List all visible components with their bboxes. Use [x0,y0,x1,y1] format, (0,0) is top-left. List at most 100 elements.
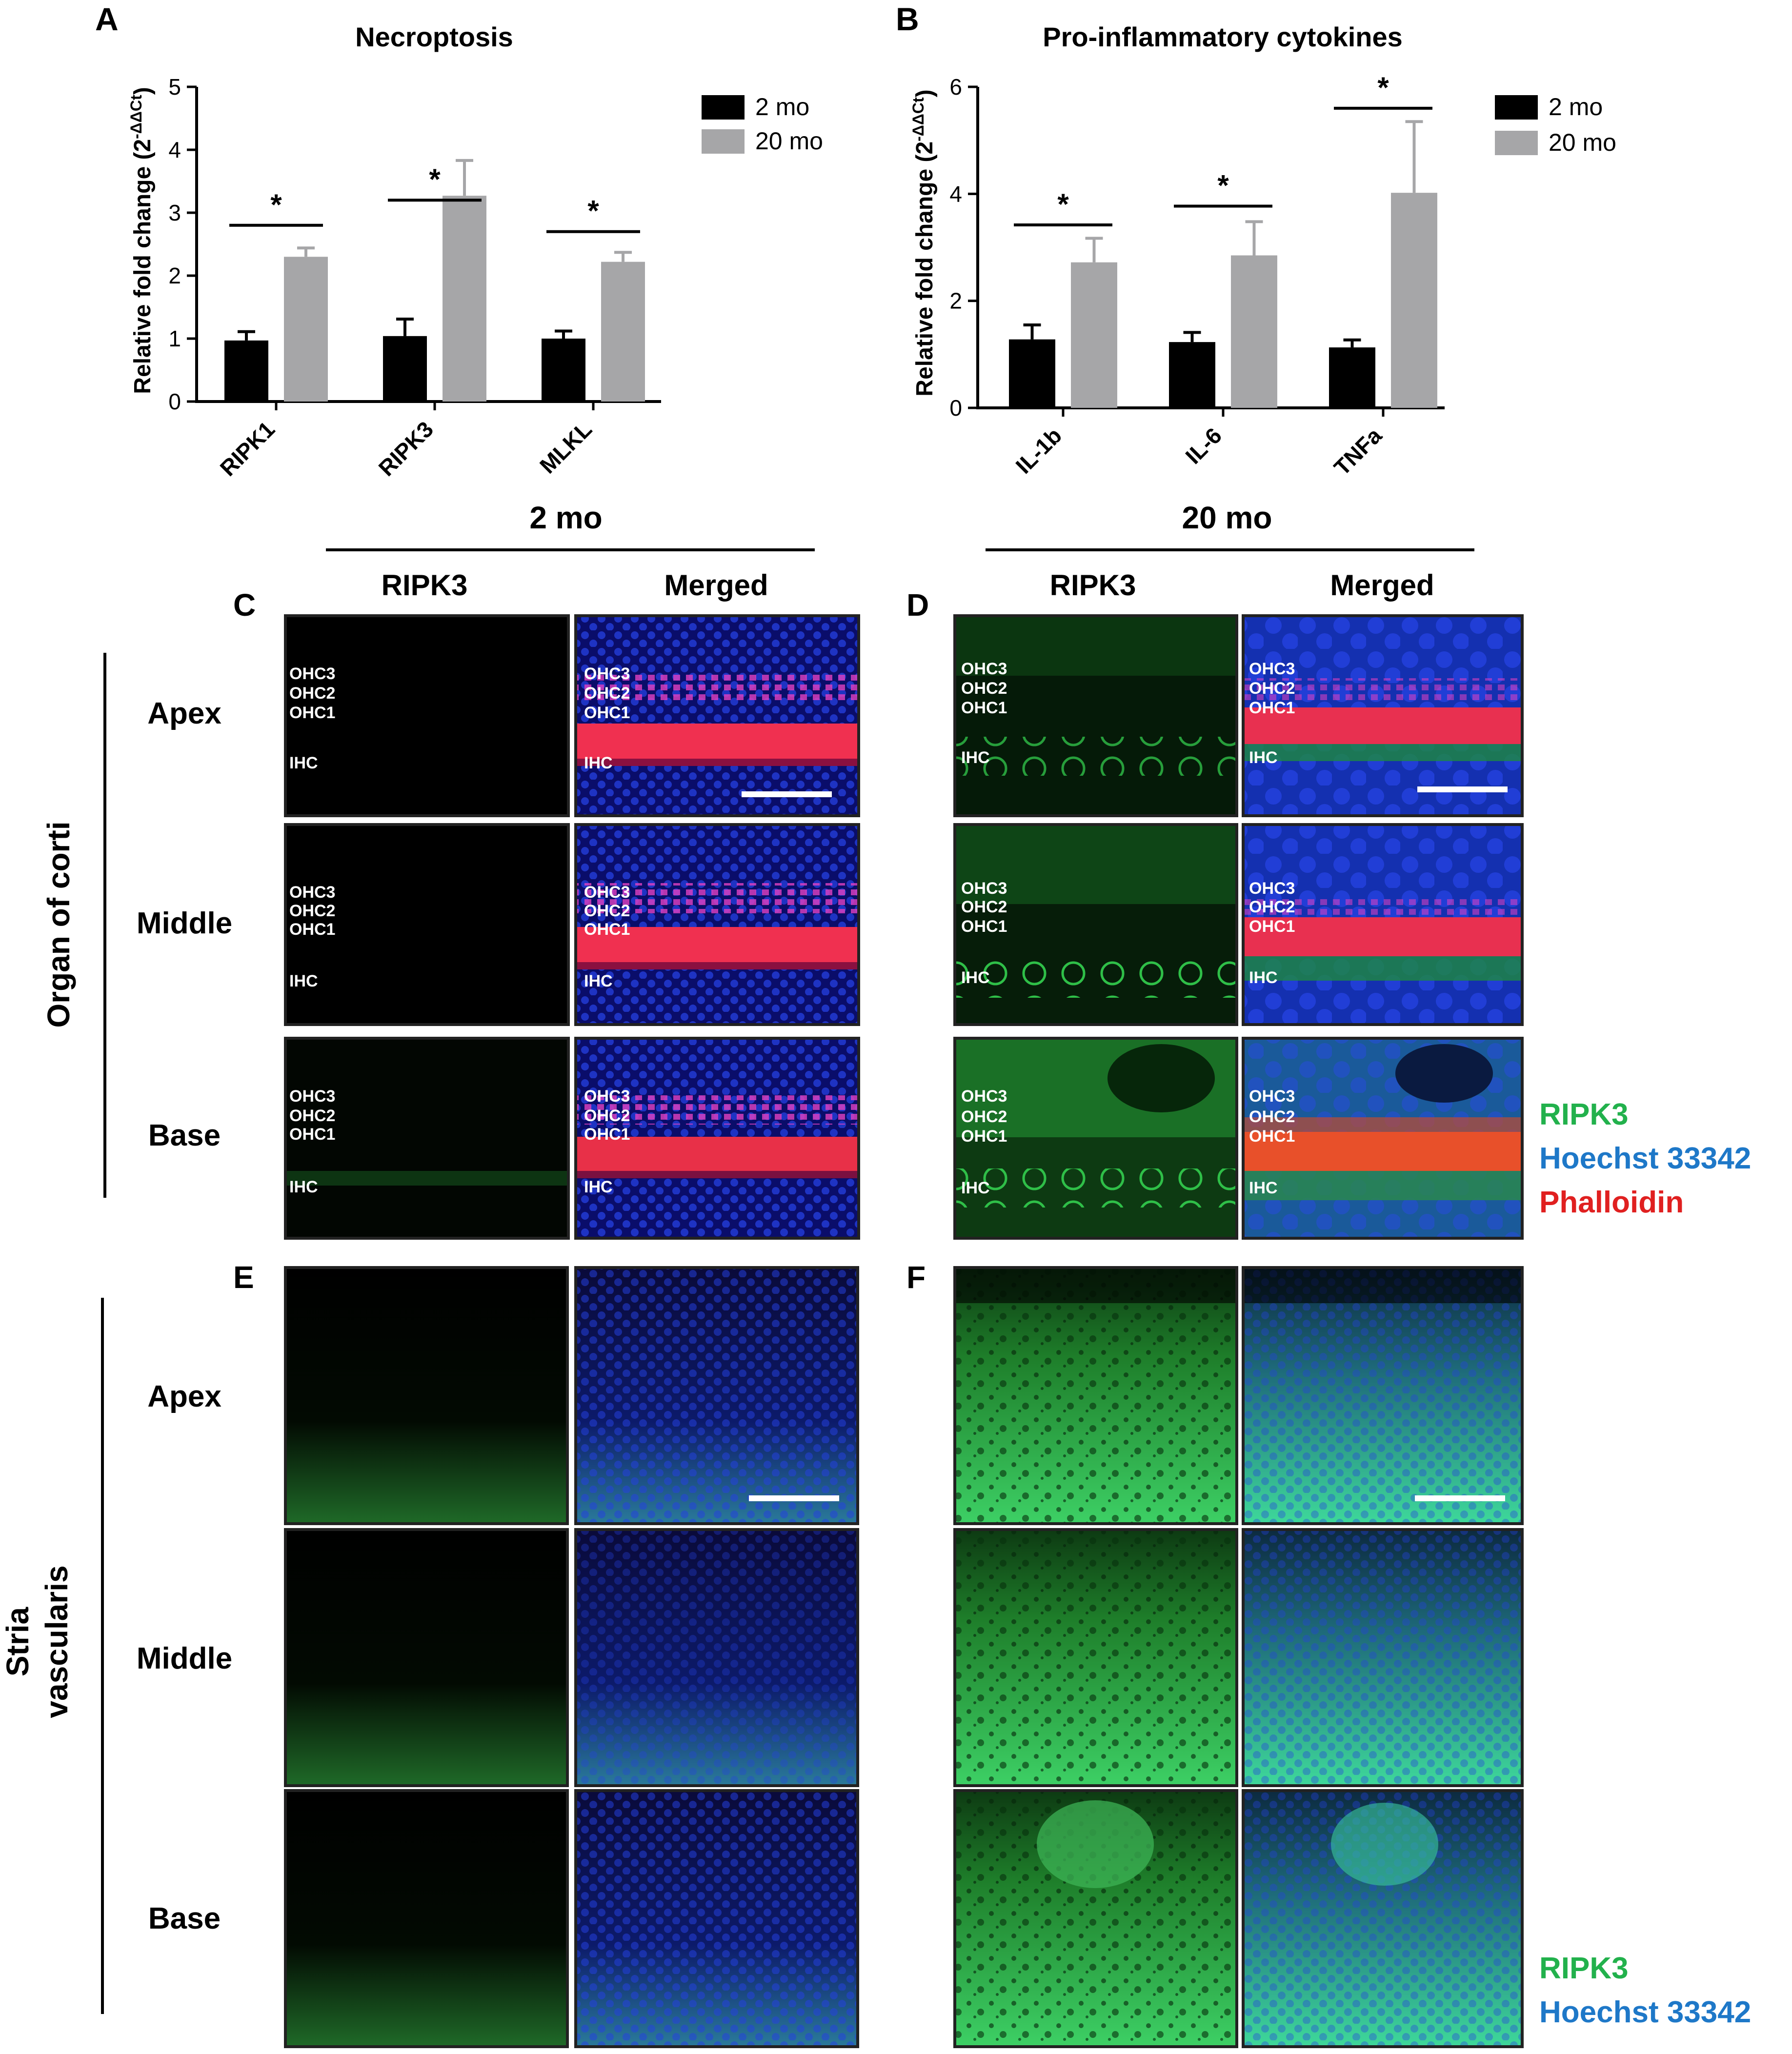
microscopy-figure: 2 mo 20 mo RIPK3 Merged RIPK3 Merged C D… [0,500,1751,2048]
bar [284,257,328,402]
cell-label-ohc2: OHC2 [289,1107,335,1125]
row-label-apex: Apex [147,697,221,730]
panel-letter-c: C [233,587,256,623]
panel-letter-b: B [896,1,919,37]
legend-swatch-2mo [702,95,745,120]
chart-title: Necroptosis [355,21,513,52]
micrograph-20mo-ripk3-apex [953,614,1238,817]
cell-label-ohc1: OHC1 [1249,699,1295,717]
micrograph-20mo-merged-apex [1242,614,1524,817]
cell-label-ohc1: OHC1 [584,704,630,722]
cell-label-ohc2: OHC2 [584,902,630,920]
cell-labels: OHC3 OHC2 OHC1 IHC OHC3 OHC2 OHC1 IHC OH… [289,660,1295,1197]
row-label-base: Base [148,1902,221,1935]
x-tick-label: IL-1b [1011,423,1067,478]
cell-label-ihc: IHC [584,1178,613,1196]
panel-letter-f: F [906,1260,926,1295]
legend-label-20mo: 20 mo [755,127,823,155]
bar [1009,339,1055,408]
cell-label-ohc1: OHC1 [961,1127,1007,1146]
bars: * * * [1009,71,1437,408]
micrograph-2mo-stria-merged-middle [574,1528,859,1787]
legend-ripk3: RIPK3 [1539,1098,1629,1131]
scale-bar [1415,1495,1505,1501]
micrograph-20mo-ripk3-middle [953,823,1238,1026]
cell-label-ihc: IHC [961,748,990,767]
cell-label-ohc2: OHC2 [1249,679,1295,698]
cell-label-ihc: IHC [1249,1179,1278,1197]
cell-label-ihc: IHC [584,754,613,772]
row-label-middle: Middle [137,906,232,940]
micrograph-20mo-ripk3-base [953,1037,1238,1240]
chart-a: A Necroptosis Relative fold change (2-ΔΔ… [95,1,823,481]
cell-label-ohc2: OHC2 [1249,898,1295,916]
micrograph-2mo-merged-apex [574,614,860,817]
legend-label-2mo: 2 mo [1549,93,1603,121]
legend-swatch-2mo [1495,95,1538,120]
y-axis-label: Relative fold change (2-ΔΔCt) [127,87,156,394]
bar [443,196,486,402]
row-label-apex: Apex [147,1380,221,1413]
y-tick-label: 6 [949,74,962,100]
micrograph-2mo-merged-base [574,1037,860,1240]
legend-hoechst: Hoechst 33342 [1539,1142,1751,1175]
bar [542,339,585,402]
significance-marker: * [587,195,599,227]
cell-label-ohc1: OHC1 [584,920,630,939]
cell-label-ihc: IHC [961,1179,990,1197]
section-label-stria: Stria [0,1607,35,1676]
cell-label-ohc3: OHC3 [961,1087,1007,1106]
micrograph-2mo-ripk3-apex [284,614,570,817]
cell-label-ohc3: OHC3 [1249,660,1295,678]
y-tick-label: 1 [168,326,181,351]
micrograph-2mo-stria-ripk3-middle [284,1528,569,1787]
micrograph-2mo-stria-merged-base [574,1789,859,2048]
row-label-base: Base [148,1119,221,1152]
cell-label-ohc3: OHC3 [1249,879,1295,898]
group-label-2mo: 2 mo [529,500,602,535]
bar [1169,342,1215,408]
legend-label-2mo: 2 mo [755,93,809,121]
y-tick-label: 3 [168,200,181,225]
micrograph-20mo-stria-ripk3-base [953,1789,1238,2048]
micrograph-20mo-stria-ripk3-apex [953,1266,1238,1525]
x-tick-label: RIPK3 [373,416,438,481]
cell-label-ihc: IHC [584,972,613,990]
bar [224,340,268,402]
x-tick-label: RIPK1 [215,416,280,481]
row-label-middle: Middle [137,1642,232,1675]
significance-marker: * [1217,169,1229,202]
y-axis-label: Relative fold change (2-ΔΔCt) [909,89,938,396]
micrograph-2mo-stria-merged-apex [574,1266,859,1525]
significance-marker: * [270,188,282,221]
significance-marker: * [1377,71,1389,104]
bar [383,336,427,402]
panel-letter-d: D [906,587,929,623]
legend-ripk3: RIPK3 [1539,1952,1629,1985]
cell-label-ohc1: OHC1 [1249,917,1295,936]
cell-label-ihc: IHC [289,1178,318,1196]
micrograph-20mo-merged-middle [1242,823,1524,1026]
bar [601,262,645,402]
cell-label-ohc3: OHC3 [1249,1087,1295,1106]
chart-title: Pro-inflammatory cytokines [1043,21,1403,52]
micrograph-20mo-stria-merged-base [1242,1789,1524,2048]
cell-label-ohc2: OHC2 [584,1107,630,1125]
cell-label-ohc3: OHC3 [289,1087,335,1106]
x-tick-label: IL-6 [1180,423,1227,469]
bar [1329,347,1375,408]
column-header-merged: Merged [1330,569,1434,602]
cell-label-ohc1: OHC1 [1249,1127,1295,1146]
legend: 2 mo 20 mo [1495,93,1616,156]
axes: 0 2 4 6 IL-1b IL-6 TNFa [949,74,1445,480]
significance-marker: * [1057,188,1069,221]
section-label-organ-of-corti: Organ of corti [41,821,76,1027]
cell-label-ohc1: OHC1 [289,920,335,939]
micrograph-2mo-stria-ripk3-base [284,1789,569,2048]
column-header-ripk3: RIPK3 [382,569,468,602]
cell-label-ohc3: OHC3 [584,665,630,683]
y-tick-label: 5 [168,74,181,100]
micrograph-20mo-stria-merged-middle [1242,1528,1524,1787]
micrograph-20mo-stria-ripk3-middle [953,1528,1238,1787]
channel-legend-organ: RIPK3 Hoechst 33342 Phalloidin [1539,1098,1751,1219]
